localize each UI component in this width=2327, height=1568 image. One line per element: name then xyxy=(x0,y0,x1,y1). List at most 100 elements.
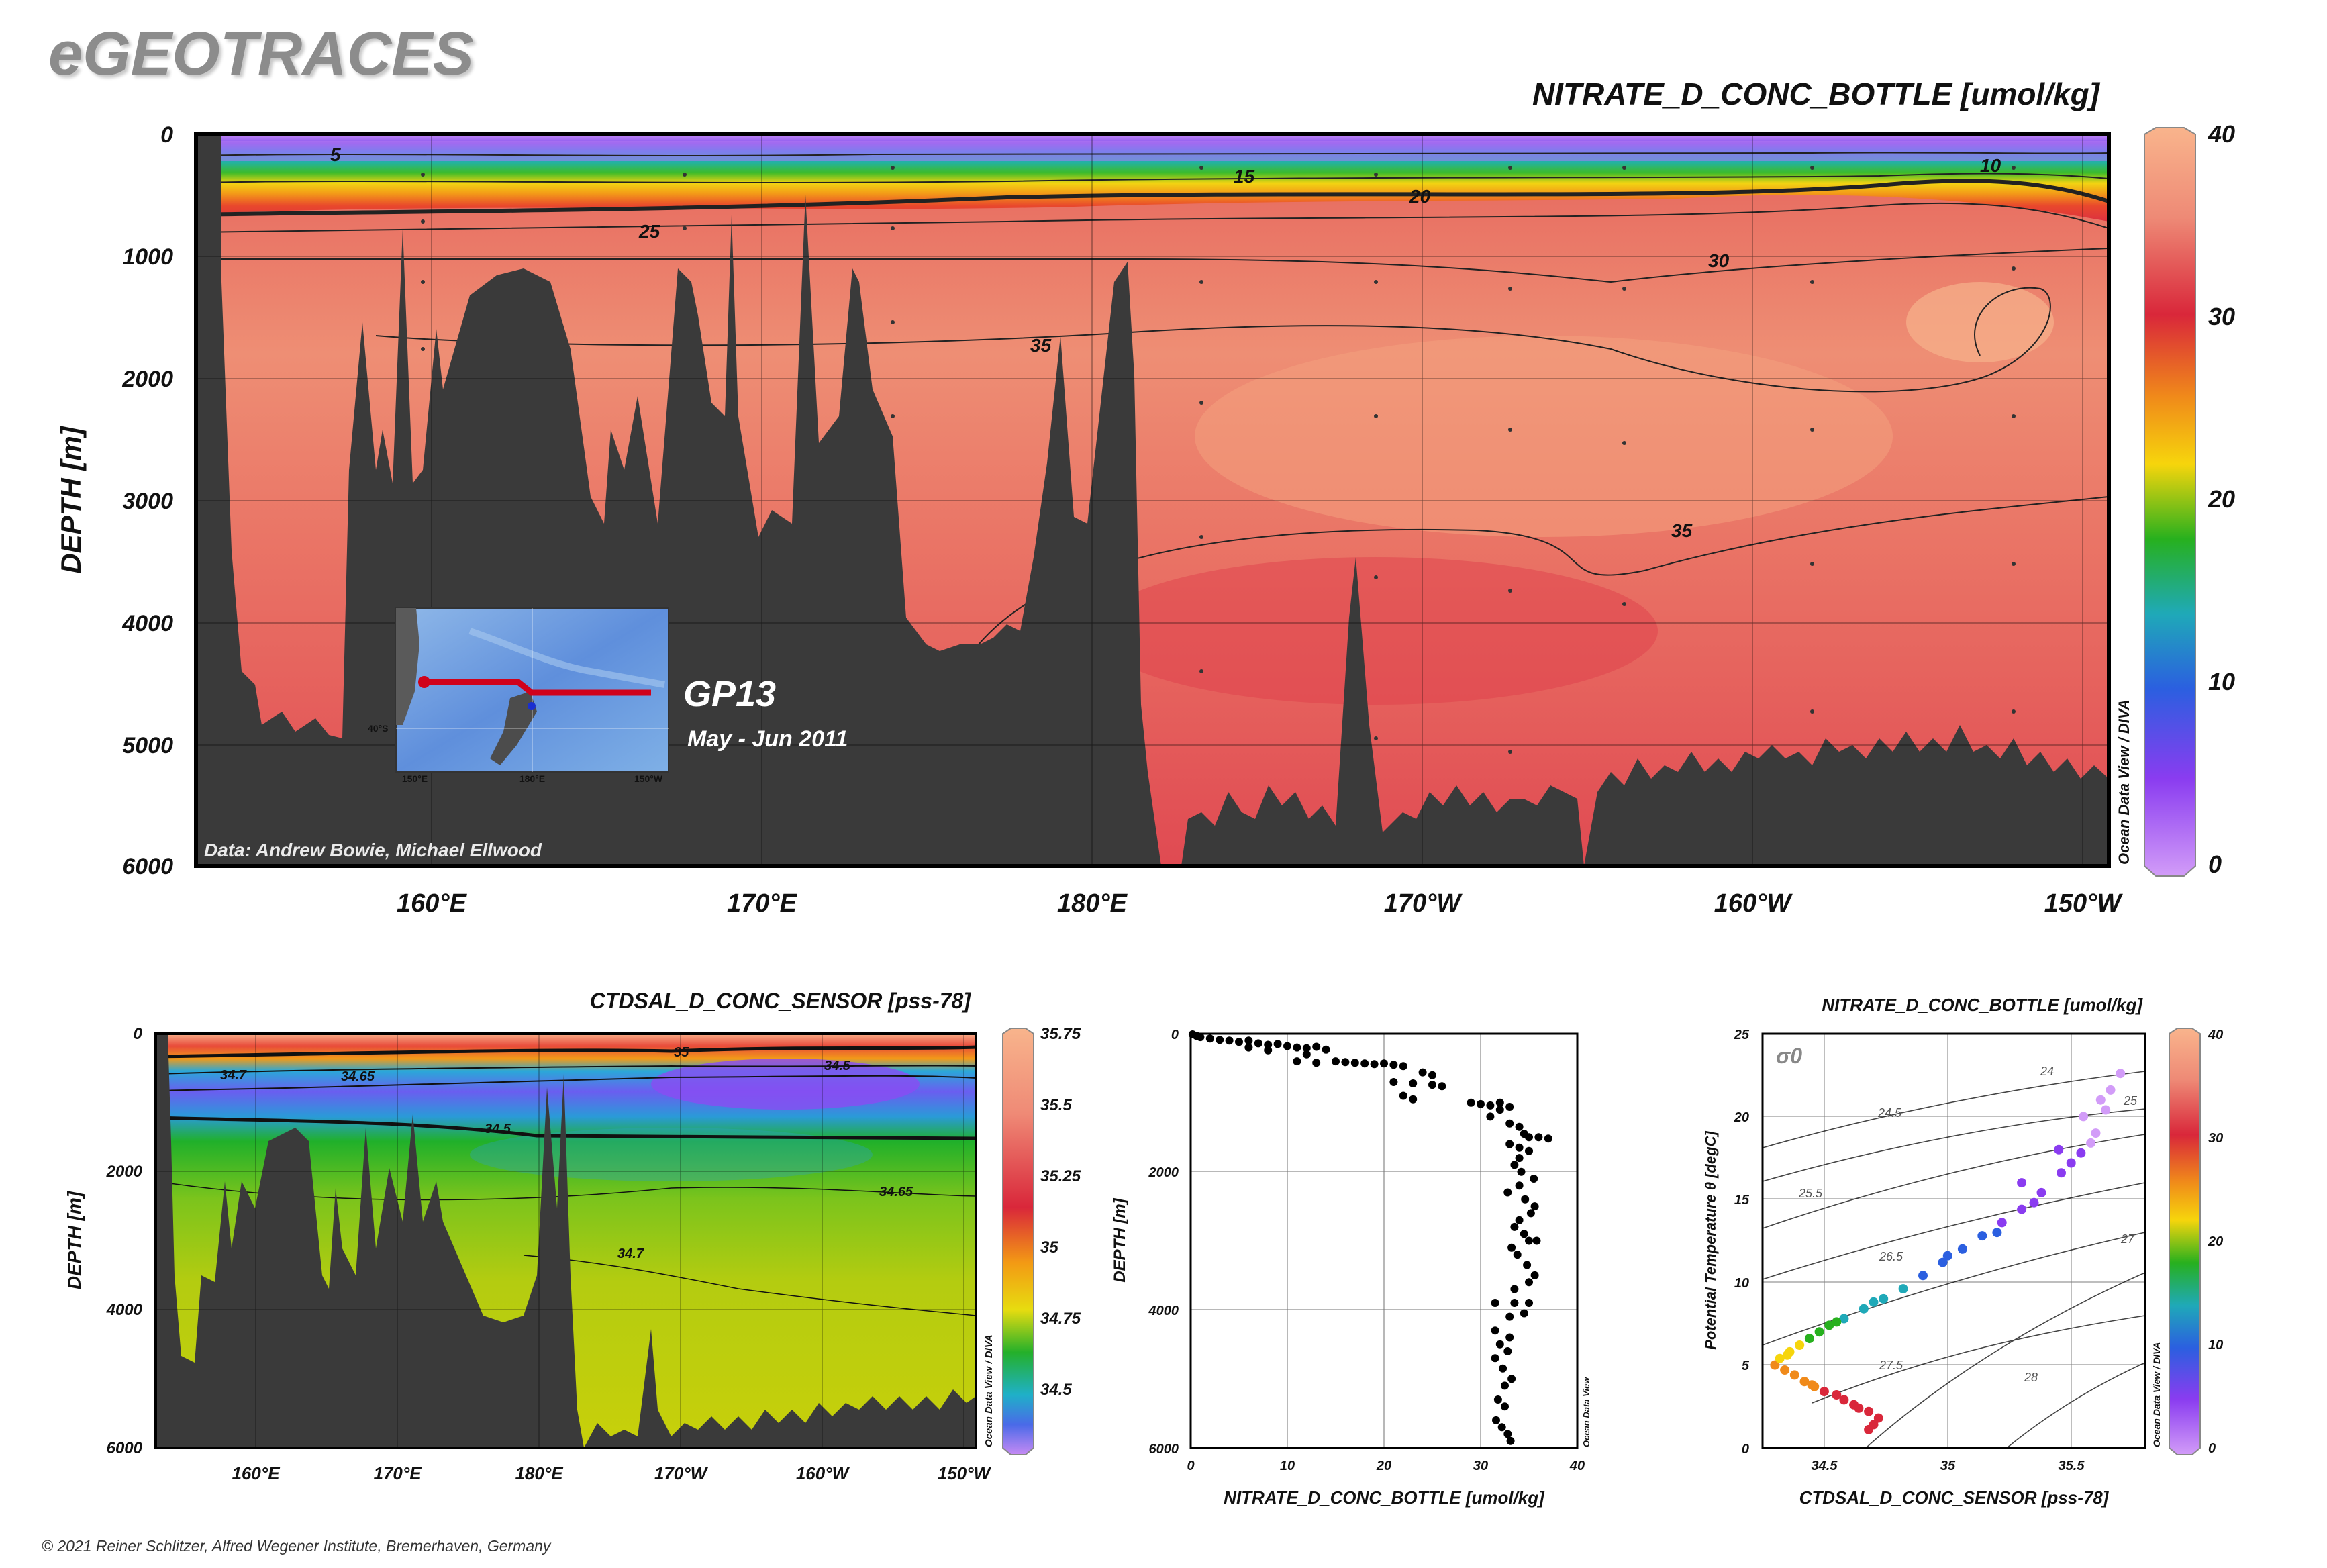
profile-point xyxy=(1418,1068,1427,1077)
main-x-tick-label: 180°E xyxy=(1057,889,1128,918)
ts-point xyxy=(2091,1128,2101,1138)
salinity-x-tick-label: 160°E xyxy=(232,1463,280,1483)
ts-point xyxy=(1864,1406,1874,1416)
profile-point xyxy=(1302,1044,1311,1052)
profile-point xyxy=(1515,1122,1524,1131)
salinity-section-grid xyxy=(156,1034,976,1448)
main-contour-label: 5 xyxy=(330,144,341,165)
ts-grid xyxy=(1763,1034,2145,1448)
ts-isopycnals xyxy=(1762,1071,2146,1449)
main-colorbar-tick: 0 xyxy=(2208,850,2222,878)
salinity-contour-label: 34.5 xyxy=(824,1059,851,1073)
main-x-tick-label: 160°W xyxy=(1714,889,1793,918)
ts-point xyxy=(1938,1257,1948,1267)
ts-colorbar-tick: 10 xyxy=(2208,1338,2223,1353)
main-y-tick-label: 1000 xyxy=(122,244,173,270)
ts-point xyxy=(2036,1187,2046,1197)
profile-point xyxy=(1503,1188,1512,1197)
ts-point xyxy=(2116,1069,2126,1079)
salinity-x-tick-label: 170°E xyxy=(373,1463,422,1483)
profile-point xyxy=(1530,1202,1539,1211)
profile-point xyxy=(1506,1436,1515,1445)
profile-y-tick-label: 6000 xyxy=(1149,1442,1179,1457)
salinity-colorbar-tick: 35.5 xyxy=(1040,1096,1072,1114)
ts-point xyxy=(2029,1197,2039,1208)
inset-lon-label: 180°E xyxy=(519,773,545,784)
ts-isopycnal-label: 27 xyxy=(2120,1232,2135,1246)
salinity-contour-label: 34.7 xyxy=(617,1246,644,1261)
ts-point xyxy=(1795,1340,1805,1350)
profile-point xyxy=(1196,1033,1205,1042)
main-colorbar-tick: 20 xyxy=(2208,485,2235,513)
profile-grid xyxy=(1191,1034,1577,1448)
profile-point xyxy=(1523,1261,1532,1269)
ts-point xyxy=(2066,1158,2076,1168)
main-y-tick-label: 2000 xyxy=(121,366,173,392)
profile-point xyxy=(1428,1071,1436,1079)
ts-point xyxy=(1819,1387,1829,1397)
main-data-credit: Data: Andrew Bowie, Michael Ellwood xyxy=(204,840,542,861)
ts-point xyxy=(1992,1228,2002,1238)
profile-point xyxy=(1530,1175,1538,1183)
profile-point xyxy=(1507,1243,1516,1252)
profile-point xyxy=(1477,1099,1485,1108)
ts-point xyxy=(1832,1317,1842,1327)
salinity-x-tick-label: 180°E xyxy=(515,1463,563,1483)
ts-isopycnal-label: 26.5 xyxy=(1879,1250,1903,1263)
ts-point xyxy=(1807,1380,1817,1390)
ts-point xyxy=(1799,1377,1810,1387)
profile-point xyxy=(1389,1078,1398,1086)
ts-colorbar-tick: 40 xyxy=(2208,1028,2223,1042)
ts-x-tick-label: 34.5 xyxy=(1812,1459,1838,1473)
salinity-x-tick-label: 150°W xyxy=(938,1463,992,1483)
main-y-tick-label: 3000 xyxy=(122,489,173,514)
profile-point xyxy=(1399,1091,1407,1100)
profile-point xyxy=(1467,1098,1475,1107)
profile-point xyxy=(1273,1040,1282,1048)
ts-point xyxy=(1869,1420,1879,1430)
profile-point xyxy=(1205,1034,1214,1043)
ts-point xyxy=(1854,1403,1864,1413)
profile-point xyxy=(1244,1036,1253,1045)
profile-point xyxy=(1544,1134,1552,1143)
inset-lat-label: 40°S xyxy=(368,723,389,734)
ts-point xyxy=(1873,1413,1883,1423)
profile-point xyxy=(1322,1045,1330,1054)
ts-point xyxy=(1839,1395,1849,1405)
profile-point xyxy=(1517,1167,1526,1176)
ts-colorbar xyxy=(2169,1028,2201,1455)
ts-y-tick-label: 20 xyxy=(1734,1110,1749,1125)
profile-point xyxy=(1428,1081,1436,1089)
profile-point xyxy=(1510,1299,1519,1307)
profile-point xyxy=(1312,1059,1321,1067)
ts-side-label: Ocean Data View / DIVA xyxy=(2151,1342,2162,1447)
salinity-contour-label: 34.65 xyxy=(341,1069,375,1084)
ts-colorbar-tick: 20 xyxy=(2208,1234,2223,1249)
main-colorbar-tick: 30 xyxy=(2208,303,2235,330)
salinity-colorbar-tick: 34.75 xyxy=(1040,1310,1081,1328)
ts-title: NITRATE_D_CONC_BOTTLE [umol/kg] xyxy=(1822,995,2143,1015)
profile-point xyxy=(1389,1061,1398,1069)
profile-point xyxy=(1525,1299,1533,1307)
main-y-tick-label: 4000 xyxy=(121,611,173,636)
inset-cruise-track xyxy=(424,679,651,696)
profile-x-tick-label: 0 xyxy=(1187,1459,1194,1473)
profile-point xyxy=(1491,1299,1499,1307)
ts-isopycnal-label: 27.5 xyxy=(1879,1359,1903,1372)
salinity-x-tick-label: 170°W xyxy=(654,1463,709,1483)
ts-isopycnal-label: 24 xyxy=(2040,1065,2054,1078)
salinity-colorbar xyxy=(1002,1028,1034,1455)
profile-point xyxy=(1264,1046,1273,1055)
profile-point xyxy=(1491,1354,1499,1363)
ts-point xyxy=(1869,1297,1879,1307)
profile-point xyxy=(1520,1309,1528,1318)
profile-point xyxy=(1501,1402,1509,1411)
ts-point xyxy=(1859,1304,1869,1314)
profile-point xyxy=(1505,1119,1514,1128)
main-section-title: NITRATE_D_CONC_BOTTLE [umol/kg] xyxy=(1532,77,2101,111)
salinity-y-tick-label: 6000 xyxy=(107,1439,143,1457)
profile-xlabel: NITRATE_D_CONC_BOTTLE [umol/kg] xyxy=(1224,1487,1545,1508)
copyright-notice: © 2021 Reiner Schlitzer, Alfred Wegener … xyxy=(42,1537,551,1555)
main-x-tick-label: 170°W xyxy=(1384,889,1463,918)
ts-point xyxy=(2086,1138,2096,1148)
